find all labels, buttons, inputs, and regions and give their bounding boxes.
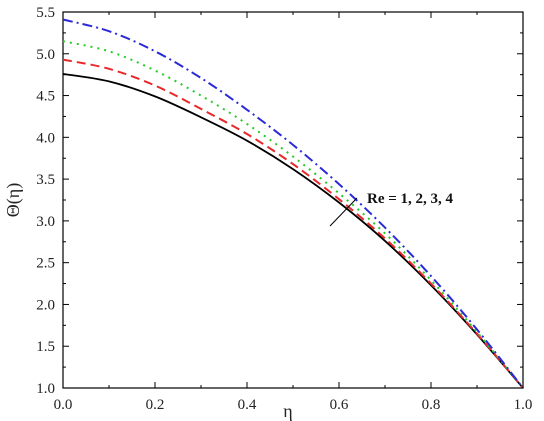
y-tick-label: 5.5 <box>36 5 55 21</box>
series-line-re-4 <box>62 18 524 389</box>
y-tick-label: 1.0 <box>36 381 55 397</box>
y-tick-label: 1.5 <box>36 339 55 355</box>
annotation-arrow <box>329 197 358 227</box>
y-axis-title: Θ(η) <box>3 183 24 217</box>
x-tick-label: 0.8 <box>422 397 441 413</box>
x-axis-title: η <box>283 401 292 421</box>
series-line-re-2 <box>62 58 524 389</box>
series-line-re-1 <box>62 72 524 389</box>
x-tick-label: 0.6 <box>330 397 349 413</box>
x-tick-label: 0.2 <box>146 397 165 413</box>
annotation-label: Re = 1, 2, 3, 4 <box>367 191 454 207</box>
ticks-layer: 0.0 0.2 0.4 0.6 0.8 1.0 1.0 1.5 2.0 2.5 3.0 3.5 4.0 4… <box>36 5 532 413</box>
y-tick-label: 3.5 <box>36 172 55 188</box>
y-tick-label: 2.0 <box>36 297 55 313</box>
x-tick-label: 0.4 <box>238 397 257 413</box>
y-tick-label: 4.0 <box>36 130 55 146</box>
x-tick-label: 0.0 <box>54 397 73 413</box>
y-tick-label: 5.0 <box>36 47 55 63</box>
x-tick-label: 1.0 <box>514 397 533 413</box>
y-tick-label: 4.5 <box>36 89 55 105</box>
plot-frame <box>62 11 524 389</box>
y-tick-label: 2.5 <box>36 256 55 272</box>
series-line-re-3 <box>62 40 524 389</box>
y-tick-label: 3.0 <box>36 214 55 230</box>
series-layer <box>62 18 524 389</box>
